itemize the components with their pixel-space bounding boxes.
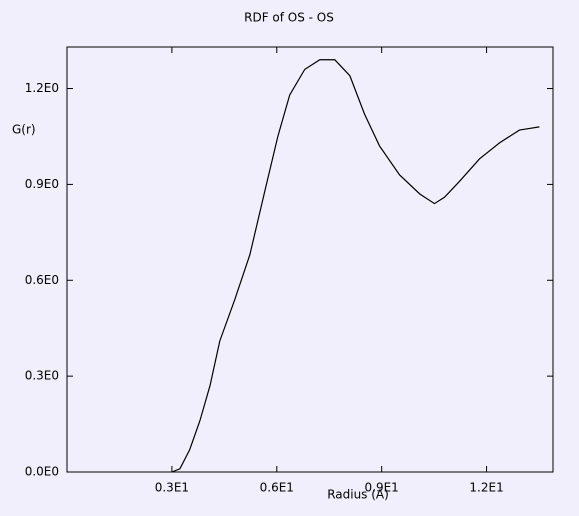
y-axis-label: G(r) xyxy=(12,123,36,137)
x-tick-label: 0.9E1 xyxy=(365,481,399,495)
chart-title: RDF of OS - OS xyxy=(244,11,334,25)
x-tick-label: 0.6E1 xyxy=(260,481,294,495)
y-tick-label: 0.3E0 xyxy=(25,369,59,383)
y-tick-label: 1.2E0 xyxy=(25,81,59,95)
plot-frame xyxy=(66,46,554,473)
y-tick-label: 0.0E0 xyxy=(25,465,59,479)
x-tick-label: 1.2E1 xyxy=(469,481,503,495)
y-tick-label: 0.6E0 xyxy=(25,273,59,287)
line-series xyxy=(171,59,540,473)
y-tick-label: 0.9E0 xyxy=(25,177,59,191)
x-tick-label: 0.3E1 xyxy=(155,481,189,495)
x-axis-label: Radius (A) xyxy=(327,488,389,502)
